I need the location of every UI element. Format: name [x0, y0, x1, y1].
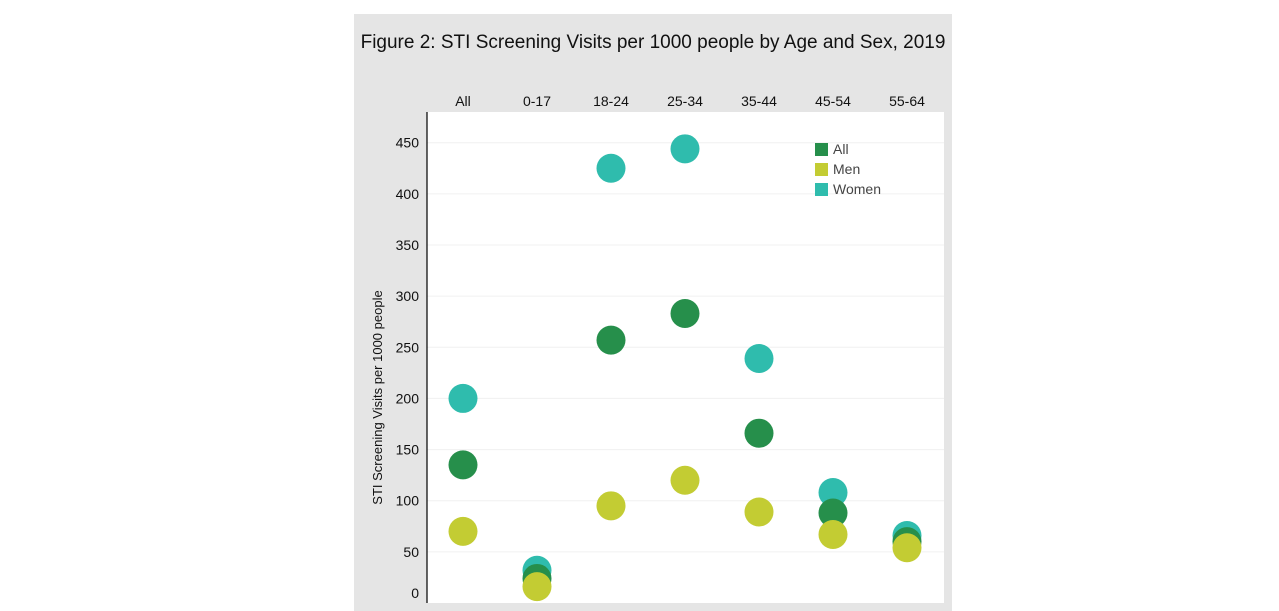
data-point-men: [818, 519, 848, 549]
legend-swatch-women: [815, 183, 828, 196]
data-point-women: [596, 153, 626, 183]
x-tick-label: 25-34: [667, 93, 703, 109]
data-point-women: [744, 344, 774, 374]
data-point-men: [892, 533, 922, 563]
legend-label-women: Women: [833, 181, 881, 197]
data-point-men: [448, 516, 478, 546]
data-point-all: [818, 498, 848, 528]
data-point-all: [744, 418, 774, 448]
chart-title: Figure 2: STI Screening Visits per 1000 …: [360, 32, 946, 53]
legend-label-men: Men: [833, 161, 860, 177]
data-point-men: [522, 572, 552, 602]
y-tick-label: 150: [396, 442, 420, 458]
chart-panel: Figure 2: STI Screening Visits per 1000 …: [354, 14, 952, 611]
x-tick-label: 45-54: [815, 93, 851, 109]
x-tick-label: 35-44: [741, 93, 777, 109]
y-tick-label: 300: [396, 288, 420, 304]
y-tick-label: 400: [396, 186, 420, 202]
x-tick-label: 0-17: [523, 93, 551, 109]
data-point-all: [670, 299, 700, 329]
data-point-men: [670, 465, 700, 495]
legend-swatch-men: [815, 163, 828, 176]
data-point-men: [596, 491, 626, 521]
x-tick-label: 55-64: [889, 93, 925, 109]
y-tick-label: 200: [396, 390, 420, 406]
y-axis-label: STI Screening Visits per 1000 people: [370, 290, 385, 504]
data-point-all: [448, 450, 478, 480]
data-point-women: [818, 478, 848, 508]
y-tick-label: 450: [396, 135, 420, 151]
legend-label-all: All: [833, 141, 849, 157]
y-tick-label: 100: [396, 493, 420, 509]
x-tick-label: 18-24: [593, 93, 629, 109]
data-point-men: [744, 497, 774, 527]
y-tick-label: 0: [411, 585, 419, 601]
y-tick-label: 350: [396, 237, 420, 253]
legend-swatch-all: [815, 143, 828, 156]
y-tick-label: 250: [396, 339, 420, 355]
data-point-all: [596, 325, 626, 355]
data-point-women: [670, 134, 700, 164]
scatter-chart: 0 50 100 150 200 250 300 350 400 450 All 0-17 18-24 2…: [370, 93, 944, 603]
data-point-women: [448, 383, 478, 413]
x-tick-label: All: [455, 93, 471, 109]
y-tick-label: 50: [403, 544, 419, 560]
